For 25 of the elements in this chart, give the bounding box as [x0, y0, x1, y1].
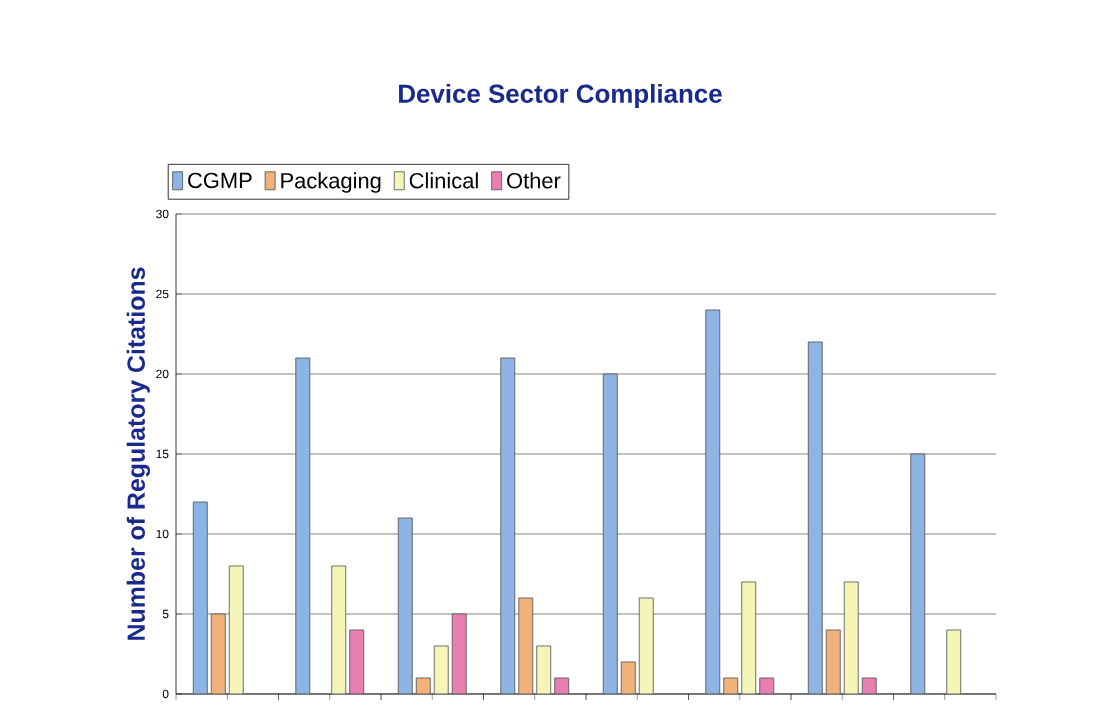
bar: [602, 373, 618, 695]
bar: [946, 629, 962, 695]
bar: [518, 597, 534, 695]
legend-label: Clinical: [409, 172, 478, 189]
bar: [397, 517, 413, 695]
bar: [451, 613, 467, 695]
legend-label: Other: [507, 172, 561, 189]
chart-title: Device Sector Compliance: [399, 84, 722, 109]
bar: [705, 309, 721, 695]
bar: [638, 597, 654, 695]
bar: [741, 581, 757, 695]
bar: [192, 501, 208, 695]
y-axis-title: Number of Regulatory Citations: [126, 267, 150, 640]
bar: [910, 453, 926, 695]
bar: [349, 629, 365, 695]
bar: [843, 581, 859, 695]
bar: [331, 565, 347, 695]
bar: [228, 565, 244, 695]
bar: [295, 357, 311, 695]
bar: [807, 341, 823, 695]
legend-label: Packaging: [281, 172, 381, 193]
bar: [210, 613, 226, 695]
legend-label: CGMP: [188, 172, 252, 189]
bar: [825, 629, 841, 695]
bar: [500, 357, 516, 695]
